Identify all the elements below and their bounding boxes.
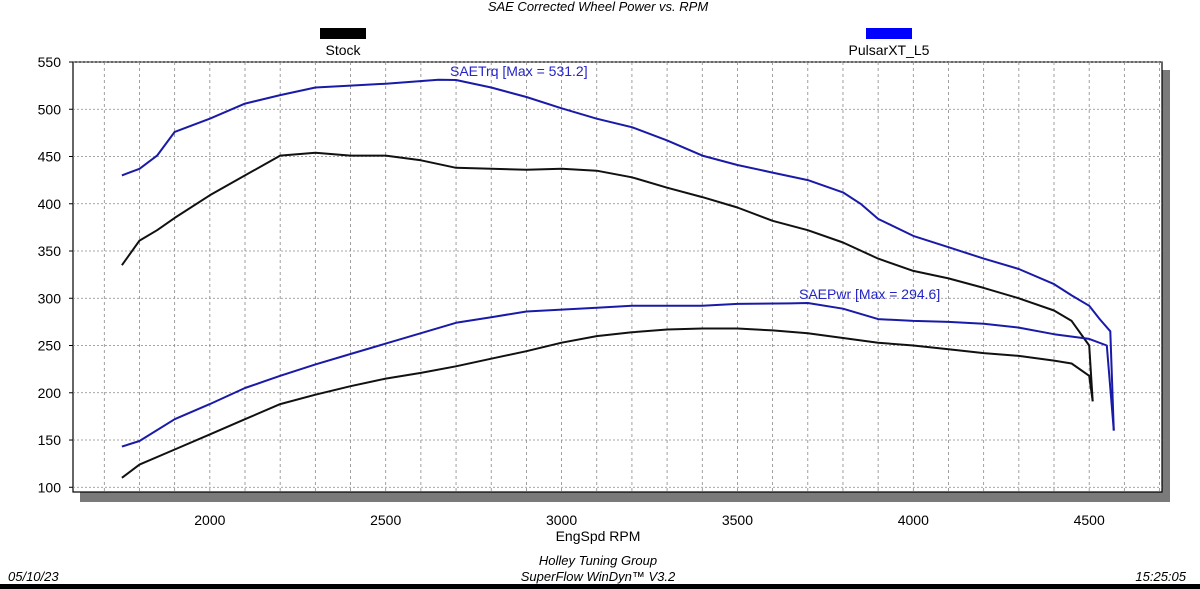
x-tick-label: 2500 [370,512,401,528]
x-tick-label: 3500 [722,512,753,528]
y-tick-label: 450 [38,149,62,165]
series-line-pulsarxt_l5-power [121,302,1115,448]
series-line-pulsarxt_l5-torque [121,78,1115,431]
bottom-border [0,584,1200,589]
x-tick-label: 2000 [194,512,225,528]
y-axis: 100 150 200 250 300 350 400 450 500 550 [38,54,73,495]
legend-label-pulsar: PulsarXT_L5 [849,42,930,58]
x-tick-label: 4000 [898,512,929,528]
legend-label-stock: Stock [325,42,361,58]
series-lines [121,78,1115,479]
plot-area [72,61,1163,493]
y-tick-label: 200 [38,385,62,401]
y-tick-label: 250 [38,338,62,354]
plot-shadow-bottom [80,492,1170,502]
footer-date: 05/10/23 [8,569,59,584]
plot-shadow-right [1162,70,1170,502]
legend-swatch-stock [320,28,366,39]
footer-software: SuperFlow WinDyn™ V3.2 [521,569,676,584]
y-tick-label: 550 [38,54,62,70]
legend-swatch-pulsar [866,28,912,39]
footer-company: Holley Tuning Group [539,553,657,568]
y-tick-label: 300 [38,290,62,306]
y-tick-label: 350 [38,243,62,259]
torque-annotation: SAETrq [Max = 531.2] [450,63,588,79]
chart-title: SAE Corrected Wheel Power vs. RPM [488,0,709,14]
footer-time: 15:25:05 [1135,569,1186,584]
power-annotation: SAEPwr [Max = 294.6] [799,286,940,302]
x-axis-label: EngSpd RPM [556,528,641,544]
x-axis: 2000 2500 3000 3500 4000 4500 [194,512,1105,528]
y-tick-label: 150 [38,432,62,448]
y-tick-label: 400 [38,196,62,212]
x-tick-label: 4500 [1074,512,1105,528]
series-line-stock-torque [121,151,1094,402]
series-line-stock-power [121,327,1094,479]
grid [73,61,1162,492]
y-tick-label: 100 [38,479,62,495]
y-tick-label: 500 [38,101,62,117]
x-tick-label: 3000 [546,512,577,528]
